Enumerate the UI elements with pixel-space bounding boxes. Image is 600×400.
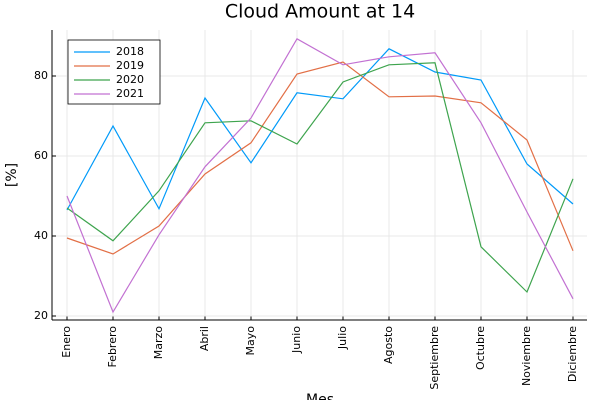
x-tick-label: Agosto [382, 326, 395, 364]
y-tick-label: 60 [34, 149, 48, 162]
series-line [66, 37, 574, 314]
x-tick-label: Julio [336, 326, 349, 350]
series-line [66, 61, 574, 255]
x-tick-label: Junio [290, 326, 303, 354]
x-axis-label: Mes [306, 392, 334, 400]
x-tick-label: Octubre [474, 326, 487, 370]
chart-title: Cloud Amount at 14 [225, 1, 415, 23]
y-tick-label: 40 [34, 229, 48, 242]
legend-label: 2020 [116, 73, 144, 86]
series-line [66, 62, 574, 294]
x-tick-label: Mayo [244, 326, 257, 356]
x-tick-label: Diciembre [566, 326, 579, 382]
y-tick-label: 20 [34, 309, 48, 322]
x-tick-label: Marzo [152, 326, 165, 360]
x-tick-label: Septiembre [428, 326, 441, 390]
legend-label: 2018 [116, 45, 144, 58]
x-tick-label: Noviembre [520, 326, 533, 386]
legend-label: 2019 [116, 59, 144, 72]
legend-box [67, 39, 161, 105]
y-tick-label: 80 [34, 69, 48, 82]
x-tick-label: Enero [60, 326, 73, 358]
x-tick-label: Febrero [106, 326, 119, 368]
y-axis-label: [%] [4, 163, 20, 187]
x-tick-label: Abril [198, 326, 211, 351]
series-line [66, 48, 574, 211]
legend-label: 2021 [116, 87, 144, 100]
